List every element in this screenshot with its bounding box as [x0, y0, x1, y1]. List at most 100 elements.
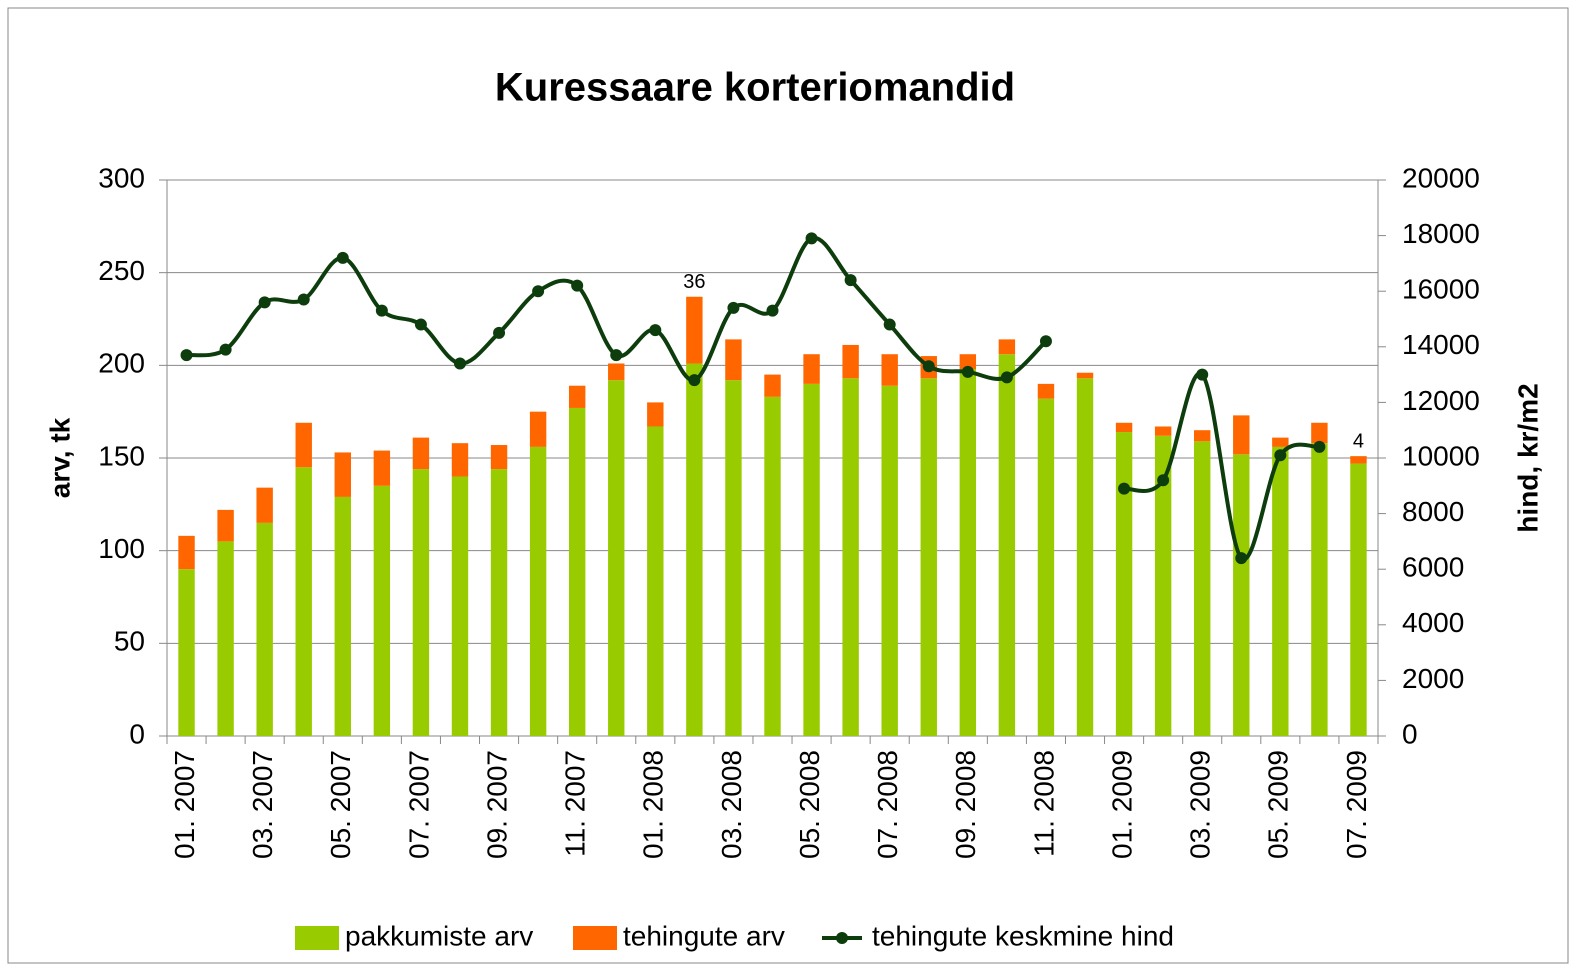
bar [1350, 456, 1367, 464]
bar [568, 385, 586, 408]
x-tick-label: 07. 2007 [403, 750, 434, 859]
line-marker [1313, 440, 1326, 453]
bar [959, 354, 977, 370]
line-marker [688, 374, 701, 387]
bar [256, 487, 273, 523]
chart-title: Kuressaare korteriomandid [495, 66, 1015, 110]
line-marker [727, 301, 740, 314]
y-tick-label: 50 [114, 626, 145, 657]
line-marker [336, 251, 349, 264]
bar [842, 344, 859, 379]
line-marker [532, 285, 545, 298]
y2-tick-label: 20000 [1402, 162, 1480, 193]
line-marker [844, 274, 857, 287]
bar [451, 443, 469, 477]
bar [1350, 463, 1367, 736]
x-tick-label: 11. 2007 [560, 750, 591, 857]
bar [686, 296, 703, 364]
bar [490, 469, 508, 736]
bar [998, 339, 1016, 355]
line-marker [649, 324, 662, 337]
bar [881, 354, 898, 386]
y2-tick-label: 4000 [1402, 607, 1464, 638]
bar [373, 450, 391, 486]
bar [529, 411, 547, 447]
bar [217, 541, 234, 736]
line-marker [766, 304, 779, 317]
bar [608, 380, 625, 736]
line-marker [1274, 449, 1287, 462]
legend-swatch [295, 926, 339, 950]
bar [1272, 446, 1289, 736]
bar [295, 467, 312, 736]
x-tick-label: 03. 2007 [247, 750, 278, 859]
y2-axis-label: hind, kr/m2 [1512, 383, 1543, 532]
data-label: 36 [683, 271, 705, 293]
bar [881, 385, 898, 736]
y-tick-label: 150 [98, 440, 145, 471]
line-marker [610, 349, 623, 362]
y2-tick-label: 10000 [1402, 440, 1480, 471]
bar [451, 476, 469, 736]
y-axis-label: arv, tk [44, 417, 75, 498]
line-marker [375, 304, 388, 317]
y2-tick-label: 12000 [1402, 385, 1480, 416]
bar [1272, 437, 1289, 447]
bar [1115, 422, 1133, 433]
x-tick-label: 03. 2009 [1185, 750, 1216, 859]
bar [647, 426, 664, 736]
y2-tick-label: 8000 [1402, 496, 1464, 527]
legend-label: tehingute arv [623, 920, 785, 951]
y2-tick-label: 16000 [1402, 274, 1480, 305]
bar [529, 446, 547, 736]
x-tick-label: 09. 2008 [950, 750, 981, 859]
bar [490, 445, 508, 470]
line-marker [297, 293, 310, 306]
bar [1076, 378, 1094, 736]
line-marker [805, 232, 818, 245]
bar [1037, 398, 1055, 736]
line-marker [219, 343, 232, 356]
bar [178, 569, 195, 736]
line-marker [1157, 474, 1170, 487]
bar [295, 422, 312, 468]
bar [1194, 441, 1211, 736]
y2-tick-label: 0 [1402, 718, 1418, 749]
y-tick-label: 200 [98, 348, 145, 379]
bar [178, 535, 195, 570]
x-tick-label: 01. 2007 [169, 750, 200, 859]
bar [920, 378, 937, 736]
line-marker [1000, 371, 1013, 384]
legend-swatch [573, 926, 617, 950]
y-tick-label: 250 [98, 255, 145, 286]
x-tick-label: 03. 2008 [716, 750, 747, 859]
y2-tick-label: 6000 [1402, 552, 1464, 583]
line-marker [883, 318, 896, 331]
bar [764, 396, 781, 736]
bar [686, 363, 703, 736]
bar [1076, 372, 1094, 379]
line-marker [922, 360, 935, 373]
x-tick-label: 05. 2007 [325, 750, 356, 859]
x-tick-label: 01. 2009 [1106, 750, 1137, 859]
data-label: 4 [1353, 430, 1364, 452]
y-tick-label: 0 [129, 718, 145, 749]
x-tick-label: 05. 2008 [794, 750, 825, 859]
bar [373, 485, 391, 736]
bar [1154, 435, 1172, 736]
bar [1311, 422, 1328, 444]
y2-tick-label: 18000 [1402, 218, 1480, 249]
bar [256, 522, 273, 736]
bar [1154, 426, 1172, 436]
bar [568, 407, 586, 736]
line-marker [1118, 482, 1131, 495]
line-marker [453, 357, 466, 370]
legend-label: pakkumiste arv [345, 920, 533, 951]
y-tick-label: 300 [98, 162, 145, 193]
bar [1037, 383, 1055, 399]
bar [764, 374, 781, 397]
line-marker [1039, 335, 1052, 348]
line-marker [571, 279, 584, 292]
bar [412, 469, 430, 736]
